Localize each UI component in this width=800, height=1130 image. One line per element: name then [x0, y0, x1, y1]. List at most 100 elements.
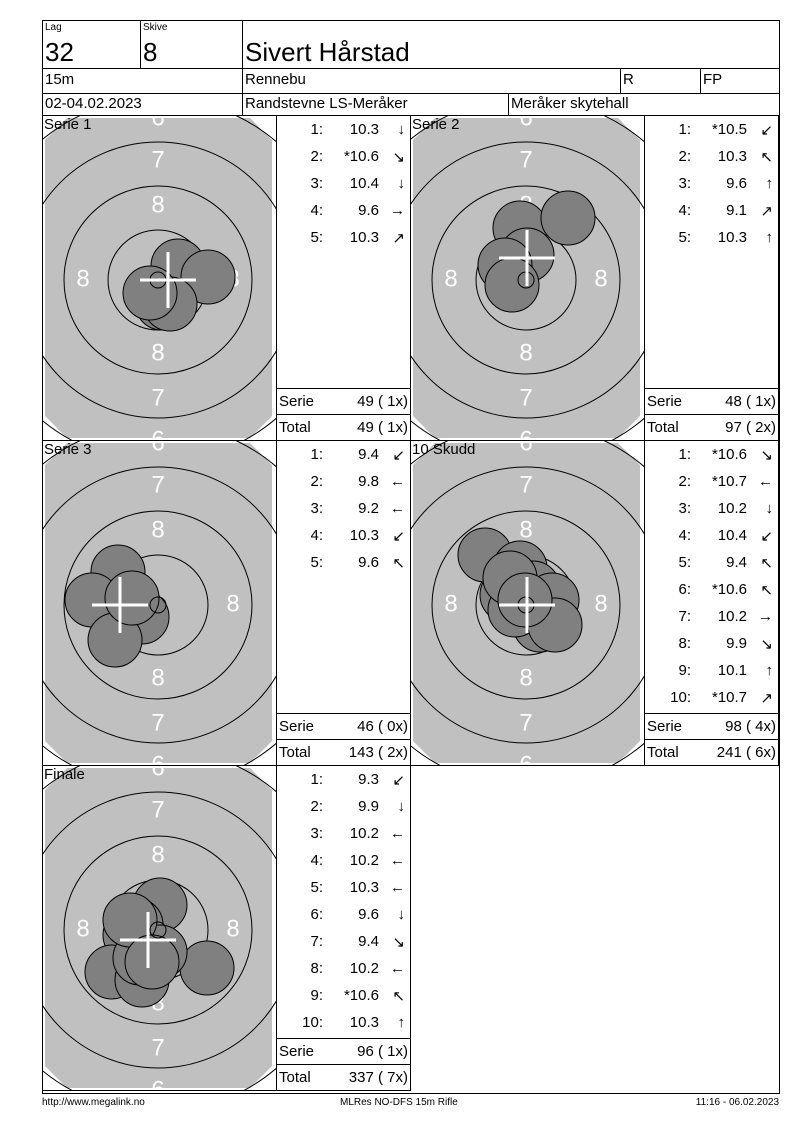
target-ring	[431, 185, 621, 375]
shot-row: 1: 9.4 ↙	[277, 446, 410, 466]
shot-direction-arrow-icon: ↙	[760, 528, 773, 545]
shot-direction-arrow-icon: ↓	[397, 121, 406, 138]
distance: 15m	[45, 71, 75, 88]
shot-hole	[104, 570, 160, 626]
shot-number: 4:	[678, 527, 691, 544]
shot-number: 3:	[678, 500, 691, 517]
skive-cell: Skive 8	[140, 20, 243, 69]
shot-score: *10.7	[711, 689, 747, 706]
target-ring	[43, 141, 276, 419]
target-ring	[411, 141, 644, 419]
target-panel: Serie 388887766	[42, 440, 277, 766]
shot-score: 10.3	[349, 527, 379, 544]
shot-direction-arrow-icon: ↑	[765, 662, 774, 679]
shot-number: 2:	[310, 798, 323, 815]
total-value: 143 ( 2x)	[348, 744, 408, 761]
shot-score: 10.3	[349, 1014, 379, 1031]
shot-score: *10.6	[711, 581, 747, 598]
shot-score: 10.2	[349, 852, 379, 869]
shot-direction-arrow-icon: →	[758, 608, 773, 625]
shot-number: 4:	[678, 202, 691, 219]
shot-row: 8: 9.9 ↘	[645, 635, 778, 655]
shot-score: 10.2	[717, 500, 747, 517]
lag-cell: Lag 32	[42, 20, 141, 69]
shot-direction-arrow-icon: ↗	[760, 690, 773, 707]
ring-label: 6	[151, 766, 164, 781]
shot-number: 5:	[678, 229, 691, 246]
event-cell: Randstevne LS-Meråker	[242, 93, 509, 116]
shot-row: 1: 10.3 ↓	[277, 121, 410, 141]
shot-score: *10.7	[711, 473, 747, 490]
shot-number: 3:	[310, 825, 323, 842]
category: FP	[703, 71, 723, 88]
shot-direction-arrow-icon: ↑	[765, 175, 774, 192]
shot-direction-arrow-icon: ↓	[397, 798, 406, 815]
shot-score: 10.3	[349, 879, 379, 896]
shot-score: 9.1	[726, 202, 747, 219]
ring-label: 6	[519, 751, 532, 765]
venue: Meråker skytehall	[511, 95, 629, 112]
shot-score: 9.6	[358, 202, 379, 219]
shot-row: 4: 10.3 ↙	[277, 527, 410, 547]
shot-number: 3:	[678, 175, 691, 192]
skive-value: 8	[143, 37, 158, 67]
shot-row: 5: 10.3 ←	[277, 879, 410, 899]
shot-score: *10.6	[711, 446, 747, 463]
shot-hole	[540, 190, 596, 246]
shot-row: 2: 9.8 ←	[277, 473, 410, 493]
target-ring	[411, 466, 644, 744]
shot-direction-arrow-icon: ↑	[397, 1014, 406, 1031]
shot-number: 5:	[310, 554, 323, 571]
serie-summary: Serie 48 ( 1x)	[645, 388, 778, 415]
shot-direction-arrow-icon: ↗	[392, 230, 405, 247]
shot-hole	[497, 572, 553, 628]
target-ring	[63, 185, 253, 375]
shot-number: 7:	[310, 933, 323, 950]
serie-value: 48 ( 1x)	[725, 393, 776, 410]
footer-link[interactable]: http://www.megalink.no	[42, 1097, 145, 1108]
serie-summary: Serie 49 ( 1x)	[277, 388, 410, 415]
total-summary: Total 143 ( 2x)	[277, 739, 410, 765]
serie-summary: Serie 98 ( 4x)	[645, 713, 778, 740]
shot-row: 3: 9.6 ↑	[645, 175, 778, 195]
shot-score: 9.6	[358, 906, 379, 923]
total-summary: Total 337 ( 7x)	[277, 1064, 410, 1090]
shot-score: 10.1	[717, 662, 747, 679]
shot-score: 9.4	[726, 554, 747, 571]
total-summary: Total 97 ( 2x)	[645, 414, 778, 440]
serie-label: Serie	[279, 1043, 315, 1060]
shot-row: 5: 10.3 ↑	[645, 229, 778, 249]
shot-direction-arrow-icon: ↘	[760, 447, 773, 464]
total-value: 241 ( 6x)	[716, 744, 776, 761]
shot-row: 4: 10.2 ←	[277, 852, 410, 872]
ten-ring	[149, 596, 167, 614]
shot-score: 10.2	[349, 960, 379, 977]
total-value: 49 ( 1x)	[357, 419, 408, 436]
shot-direction-arrow-icon: ↗	[760, 203, 773, 220]
target-ring	[63, 510, 253, 700]
ring-label: 8	[151, 664, 164, 691]
shot-direction-arrow-icon: ←	[390, 500, 405, 517]
shot-direction-arrow-icon: ↑	[765, 229, 774, 246]
serie-summary: Serie 96 ( 1x)	[277, 1038, 410, 1065]
shot-score: 9.9	[358, 798, 379, 815]
shot-list: 1: 9.4 ↙ 2: 9.8 ← 3: 9.2 ← 4: 10.3 ↙ 5: 9.6 ↖ Serie 46 (…	[276, 440, 411, 766]
ring-label: 7	[519, 709, 532, 736]
panel-title: Serie 2	[412, 116, 460, 133]
shot-direction-arrow-icon: ↙	[392, 772, 405, 789]
shot-row: 3: 10.2 ←	[277, 825, 410, 845]
shot-direction-arrow-icon: ↘	[392, 934, 405, 951]
total-summary: Total 49 ( 1x)	[277, 414, 410, 440]
ring-label: 8	[76, 265, 89, 292]
shot-hole	[484, 257, 540, 313]
ring-label: 7	[151, 709, 164, 736]
shot-list: 1: *10.5 ↙ 2: 10.3 ↖ 3: 9.6 ↑ 4: 9.1 ↗ 5: 10.3 ↑ Serie 4…	[644, 115, 779, 441]
shot-score: 9.2	[358, 500, 379, 517]
shot-hole	[124, 934, 180, 990]
shot-direction-arrow-icon: ←	[390, 473, 405, 490]
ten-ring	[149, 921, 167, 939]
shot-row: 9: 10.1 ↑	[645, 662, 778, 682]
serie-label: Serie	[279, 718, 315, 735]
shot-row: 5: 9.4 ↖	[645, 554, 778, 574]
serie-value: 46 ( 0x)	[357, 718, 408, 735]
